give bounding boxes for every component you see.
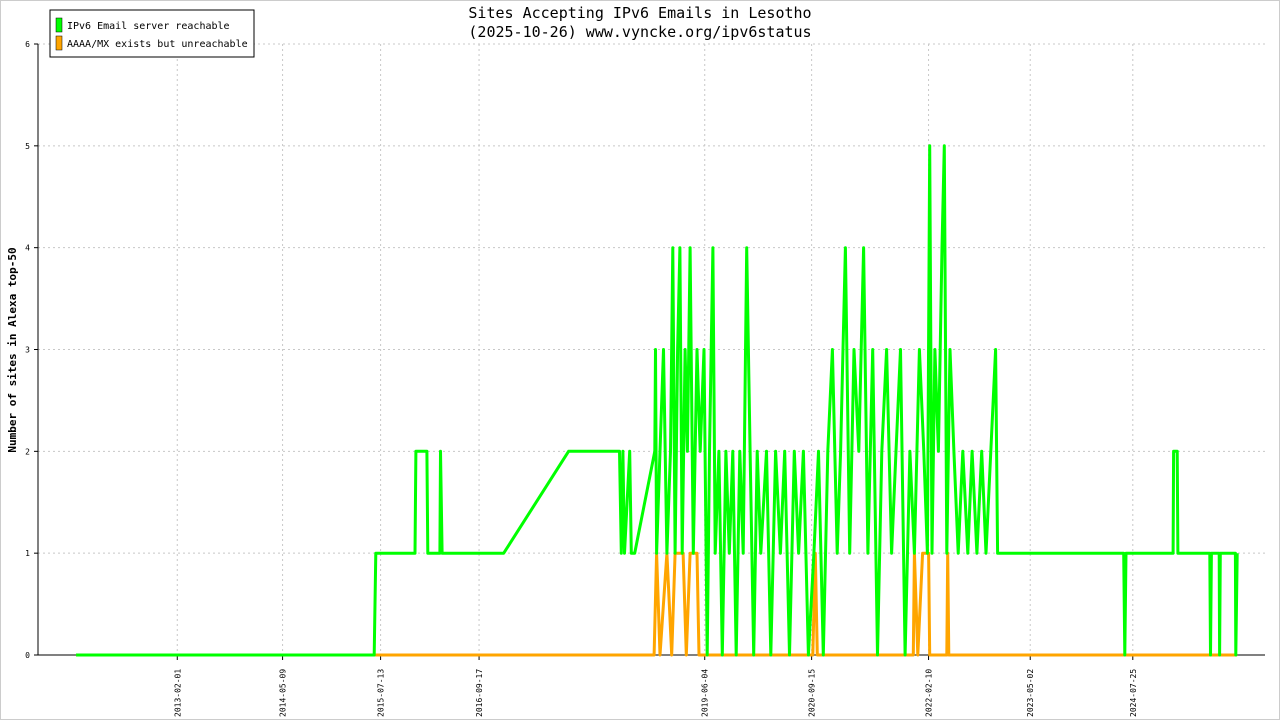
- x-tick-label: 2020-09-15: [808, 669, 817, 717]
- chart-subtitle: (2025-10-26) www.vyncke.org/ipv6status: [468, 23, 811, 41]
- x-tick-label: 2019-06-04: [701, 669, 710, 717]
- y-tick-label: 4: [25, 244, 30, 253]
- x-tick-label: 2024-07-25: [1129, 669, 1138, 717]
- y-tick-label: 2: [25, 447, 30, 456]
- legend-box: [49, 9, 255, 58]
- legend-swatch: [55, 35, 63, 51]
- x-tick-label: 2013-02-01: [173, 669, 182, 717]
- x-tick-label: 2023-05-02: [1026, 669, 1035, 717]
- y-tick-label: 0: [25, 651, 30, 660]
- chart-title: Sites Accepting IPv6 Emails in Lesotho: [468, 4, 811, 22]
- x-tick-label: 2015-07-13: [377, 669, 386, 717]
- series-line: [76, 144, 1239, 657]
- legend-label: IPv6 Email server reachable: [67, 21, 230, 32]
- y-tick-label: 6: [25, 40, 30, 49]
- y-axis-label: Number of sites in Alexa top-50: [6, 247, 19, 452]
- x-tick-label: 2014-05-09: [279, 669, 288, 717]
- legend-swatch: [55, 17, 63, 33]
- legend-label: AAAA/MX exists but unreachable: [67, 39, 248, 50]
- x-tick-label: 2022-02-10: [925, 669, 934, 717]
- x-tick-label: 2016-09-17: [475, 669, 484, 717]
- y-tick-label: 3: [25, 346, 30, 355]
- y-tick-label: 1: [25, 549, 30, 558]
- y-tick-label: 5: [25, 142, 30, 151]
